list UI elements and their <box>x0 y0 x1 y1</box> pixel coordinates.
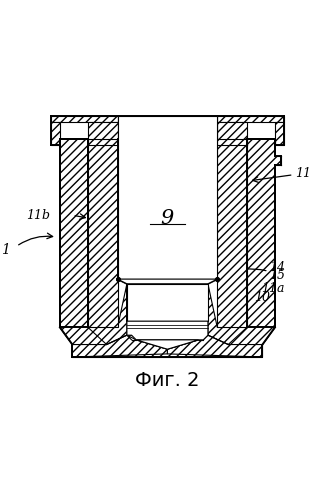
Polygon shape <box>168 335 262 357</box>
Polygon shape <box>60 327 107 344</box>
Polygon shape <box>72 321 127 357</box>
Polygon shape <box>247 139 275 145</box>
Polygon shape <box>118 279 217 284</box>
Polygon shape <box>72 344 262 357</box>
Text: 1: 1 <box>1 243 9 257</box>
Polygon shape <box>118 115 217 279</box>
Polygon shape <box>208 284 275 344</box>
Polygon shape <box>51 122 60 145</box>
Polygon shape <box>60 139 88 145</box>
Polygon shape <box>247 139 281 327</box>
Polygon shape <box>60 139 88 327</box>
Polygon shape <box>88 122 118 145</box>
Polygon shape <box>217 139 247 327</box>
Polygon shape <box>127 284 208 321</box>
Text: 14: 14 <box>269 261 285 274</box>
Text: 10: 10 <box>254 291 270 304</box>
Text: 11: 11 <box>295 167 311 180</box>
Polygon shape <box>217 115 284 122</box>
Polygon shape <box>208 321 262 357</box>
Text: 15: 15 <box>269 269 285 282</box>
Polygon shape <box>60 284 127 344</box>
Text: 11a: 11a <box>261 282 284 295</box>
Text: 11b: 11b <box>26 209 50 222</box>
Polygon shape <box>127 321 208 340</box>
Polygon shape <box>275 122 284 145</box>
Text: 9: 9 <box>161 209 174 228</box>
Polygon shape <box>136 340 199 349</box>
Polygon shape <box>217 122 247 145</box>
Polygon shape <box>228 327 275 344</box>
Polygon shape <box>51 115 118 122</box>
Polygon shape <box>88 139 118 327</box>
Polygon shape <box>72 335 168 357</box>
Text: Фиг. 2: Фиг. 2 <box>135 371 200 390</box>
